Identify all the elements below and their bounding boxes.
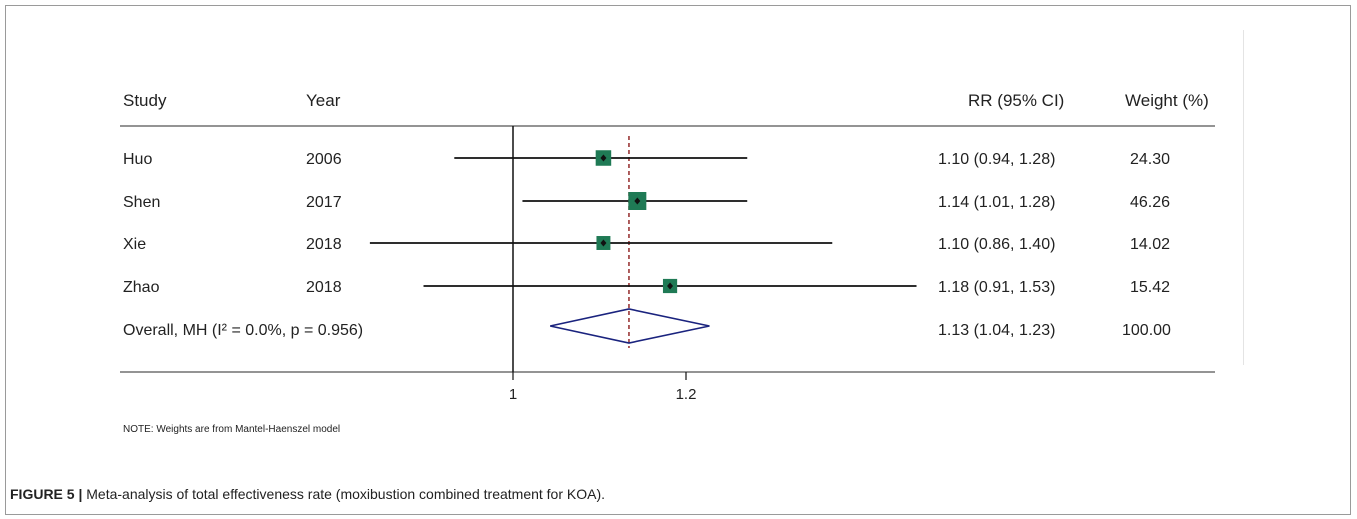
overall-label: Overall, MH (I² = 0.0%, p = 0.956) xyxy=(123,322,363,339)
point-estimate xyxy=(634,197,641,205)
study-name: Xie xyxy=(123,236,146,253)
x-tick-label: 1 xyxy=(509,386,517,403)
study-name: Huo xyxy=(123,151,152,168)
study-ci: 1.14 (1.01, 1.28) xyxy=(938,194,1055,211)
study-name: Zhao xyxy=(123,279,160,296)
figure-frame xyxy=(5,5,1351,515)
study-ci: 1.10 (0.86, 1.40) xyxy=(938,236,1055,253)
point-estimate xyxy=(667,282,674,290)
header-weight: Weight (%) xyxy=(1125,91,1209,110)
study-name: Shen xyxy=(123,194,160,211)
study-weight: 46.26 xyxy=(1130,194,1170,211)
overall-ci: 1.13 (1.04, 1.23) xyxy=(938,322,1055,339)
plot-marks: 1 1.2 xyxy=(369,126,917,403)
study-year: 2018 xyxy=(306,279,342,296)
caption-text: Meta-analysis of total effectiveness rat… xyxy=(82,486,606,502)
study-year: 2018 xyxy=(306,236,342,253)
study-weight: 14.02 xyxy=(1130,236,1170,253)
study-year: 2006 xyxy=(306,151,342,168)
study-rows: Huo 2006 1.10 (0.94, 1.28) 24.30 Shen 2017 1.1… xyxy=(123,151,1170,296)
caption-label: FIGURE 5 | xyxy=(10,486,83,502)
figure-divider xyxy=(1243,30,1244,365)
overall-diamond xyxy=(550,308,710,344)
figure-caption: FIGURE 5 | Meta-analysis of total effect… xyxy=(10,486,605,502)
point-estimate xyxy=(600,154,607,162)
header-study: Study xyxy=(123,91,167,110)
study-weight: 24.30 xyxy=(1130,151,1170,168)
study-ci: 1.18 (0.91, 1.53) xyxy=(938,279,1055,296)
header-effect: RR (95% CI) xyxy=(968,91,1064,110)
study-year: 2017 xyxy=(306,194,342,211)
point-estimate xyxy=(600,239,607,247)
header-year: Year xyxy=(306,91,341,110)
weights-note: NOTE: Weights are from Mantel-Haenszel m… xyxy=(123,424,340,435)
x-tick-label: 1.2 xyxy=(676,386,697,403)
overall-weight: 100.00 xyxy=(1122,322,1171,339)
study-weight: 15.42 xyxy=(1130,279,1170,296)
study-ci: 1.10 (0.94, 1.28) xyxy=(938,151,1055,168)
